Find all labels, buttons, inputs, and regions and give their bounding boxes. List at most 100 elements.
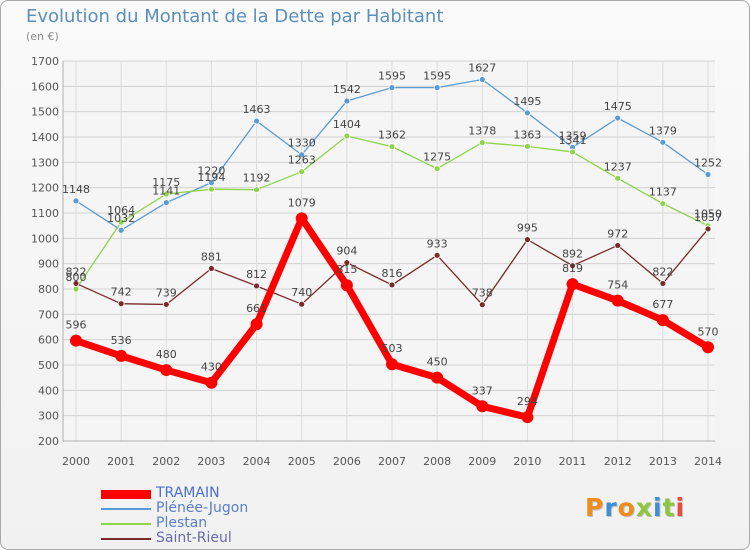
- data-label-plenee-jugon: 1627: [468, 61, 496, 74]
- y-tick-label: 600: [38, 334, 59, 347]
- data-point-tramain: [656, 314, 669, 327]
- data-point-tramain: [386, 358, 398, 371]
- y-tick-label: 1500: [31, 106, 59, 119]
- data-label-saint-rieul: 892: [562, 248, 583, 261]
- data-point-plenee-jugon: [298, 151, 306, 159]
- data-point-plestan: [298, 168, 306, 176]
- data-point-saint-rieul: [117, 300, 125, 308]
- data-label-tramain: 430: [201, 361, 222, 374]
- y-tick-label: 1400: [31, 131, 59, 144]
- data-label-saint-rieul: 822: [66, 265, 87, 278]
- data-label-plestan: 1194: [197, 171, 225, 184]
- data-point-saint-rieul: [524, 236, 531, 244]
- series-saint-rieul: [72, 225, 712, 309]
- data-point-tramain: [566, 278, 579, 291]
- data-point-plestan: [614, 174, 622, 182]
- data-label-plenee-jugon: 1330: [288, 137, 316, 150]
- data-point-tramain: [160, 364, 173, 377]
- y-tick-label: 1300: [31, 156, 59, 169]
- data-point-plestan: [208, 185, 215, 193]
- data-label-tramain: 503: [382, 342, 403, 355]
- data-label-saint-rieul: 933: [427, 237, 448, 250]
- legend-label: Saint-Rieul: [156, 530, 232, 546]
- data-point-tramain: [115, 349, 128, 362]
- data-label-saint-rieul: 822: [652, 265, 673, 278]
- y-tick-label: 1200: [31, 182, 59, 195]
- data-point-saint-rieul: [614, 242, 622, 249]
- data-label-tramain: 570: [698, 325, 719, 338]
- data-label-tramain: 450: [427, 356, 448, 369]
- data-point-saint-rieul: [569, 262, 576, 270]
- data-point-saint-rieul: [433, 251, 441, 259]
- x-tick-label: 2008: [423, 455, 451, 468]
- data-label-plenee-jugon: 1032: [107, 212, 135, 225]
- y-tick-label: 1700: [31, 55, 59, 68]
- data-point-saint-rieul: [478, 301, 486, 309]
- x-tick-label: 2000: [62, 455, 90, 468]
- data-point-saint-rieul: [704, 225, 712, 233]
- x-tick-label: 2002: [152, 455, 180, 468]
- data-point-plenee-jugon: [343, 97, 351, 105]
- data-label-plestan: 800: [66, 271, 87, 284]
- data-label-plestan: 1263: [288, 154, 316, 167]
- proxiti-logo: Proxiti: [585, 493, 686, 522]
- data-point-tramain: [476, 400, 489, 413]
- legend-label: Plestan: [156, 515, 208, 531]
- x-tick-label: 2011: [559, 455, 587, 468]
- data-point-plenee-jugon: [117, 226, 125, 234]
- data-label-tramain: 661: [246, 302, 267, 315]
- data-label-saint-rieul: 738: [472, 287, 493, 300]
- data-point-saint-rieul: [208, 265, 215, 272]
- data-point-plenee-jugon: [253, 117, 260, 125]
- data-label-saint-rieul: 740: [291, 286, 312, 299]
- data-label-plestan: 1341: [559, 134, 587, 147]
- data-label-plenee-jugon: 1495: [513, 95, 541, 108]
- x-tick-label: 2003: [197, 455, 225, 468]
- data-point-plestan: [388, 143, 396, 151]
- data-label-plenee-jugon: 1595: [423, 70, 451, 83]
- x-tick-label: 2004: [243, 455, 271, 468]
- data-label-plestan: 1064: [107, 204, 135, 217]
- data-label-plenee-jugon: 1252: [694, 156, 722, 169]
- y-tick-label: 1000: [31, 232, 59, 245]
- data-point-saint-rieul: [298, 300, 306, 308]
- data-point-tramain: [340, 279, 353, 292]
- data-point-plestan: [569, 148, 576, 156]
- y-tick-label: 200: [38, 435, 59, 448]
- data-point-tramain: [702, 341, 714, 354]
- series-plestan: [72, 132, 712, 293]
- data-point-plenee-jugon: [388, 84, 396, 91]
- data-label-tramain: 536: [111, 334, 132, 347]
- legend-label: Plénée-Jugon: [156, 500, 249, 516]
- x-tick-label: 2006: [333, 455, 361, 468]
- y-tick-label: 1600: [31, 80, 59, 93]
- x-tick-label: 2009: [468, 455, 496, 468]
- data-point-plenee-jugon: [524, 109, 531, 117]
- data-point-plenee-jugon: [162, 199, 170, 207]
- data-label-plenee-jugon: 1379: [649, 124, 677, 137]
- data-label-plestan: 1137: [649, 186, 677, 199]
- data-label-saint-rieul: 739: [156, 286, 177, 299]
- data-point-plestan: [72, 285, 80, 293]
- legend-swatch: [101, 490, 151, 499]
- data-label-saint-rieul: 816: [382, 267, 403, 280]
- y-tick-label: 700: [38, 308, 59, 321]
- y-tick-label: 400: [38, 384, 59, 397]
- x-tick-label: 2012: [604, 455, 632, 468]
- data-label-saint-rieul: 812: [246, 268, 267, 281]
- data-label-plenee-jugon: 1220: [197, 165, 225, 178]
- data-label-tramain: 337: [472, 384, 493, 397]
- data-point-saint-rieul: [72, 280, 80, 287]
- data-point-plestan: [433, 165, 441, 173]
- legend-label: TRAMAIN: [156, 485, 220, 501]
- data-point-tramain: [431, 371, 444, 384]
- data-label-saint-rieul: 995: [517, 222, 538, 235]
- data-label-tramain: 754: [607, 279, 628, 292]
- y-tick-label: 900: [38, 258, 59, 271]
- data-label-saint-rieul: 972: [607, 227, 628, 240]
- data-label-plestan: 1275: [423, 151, 451, 164]
- data-point-tramain: [611, 294, 624, 307]
- data-label-plenee-jugon: 1359: [559, 129, 587, 142]
- x-tick-label: 2010: [513, 455, 541, 468]
